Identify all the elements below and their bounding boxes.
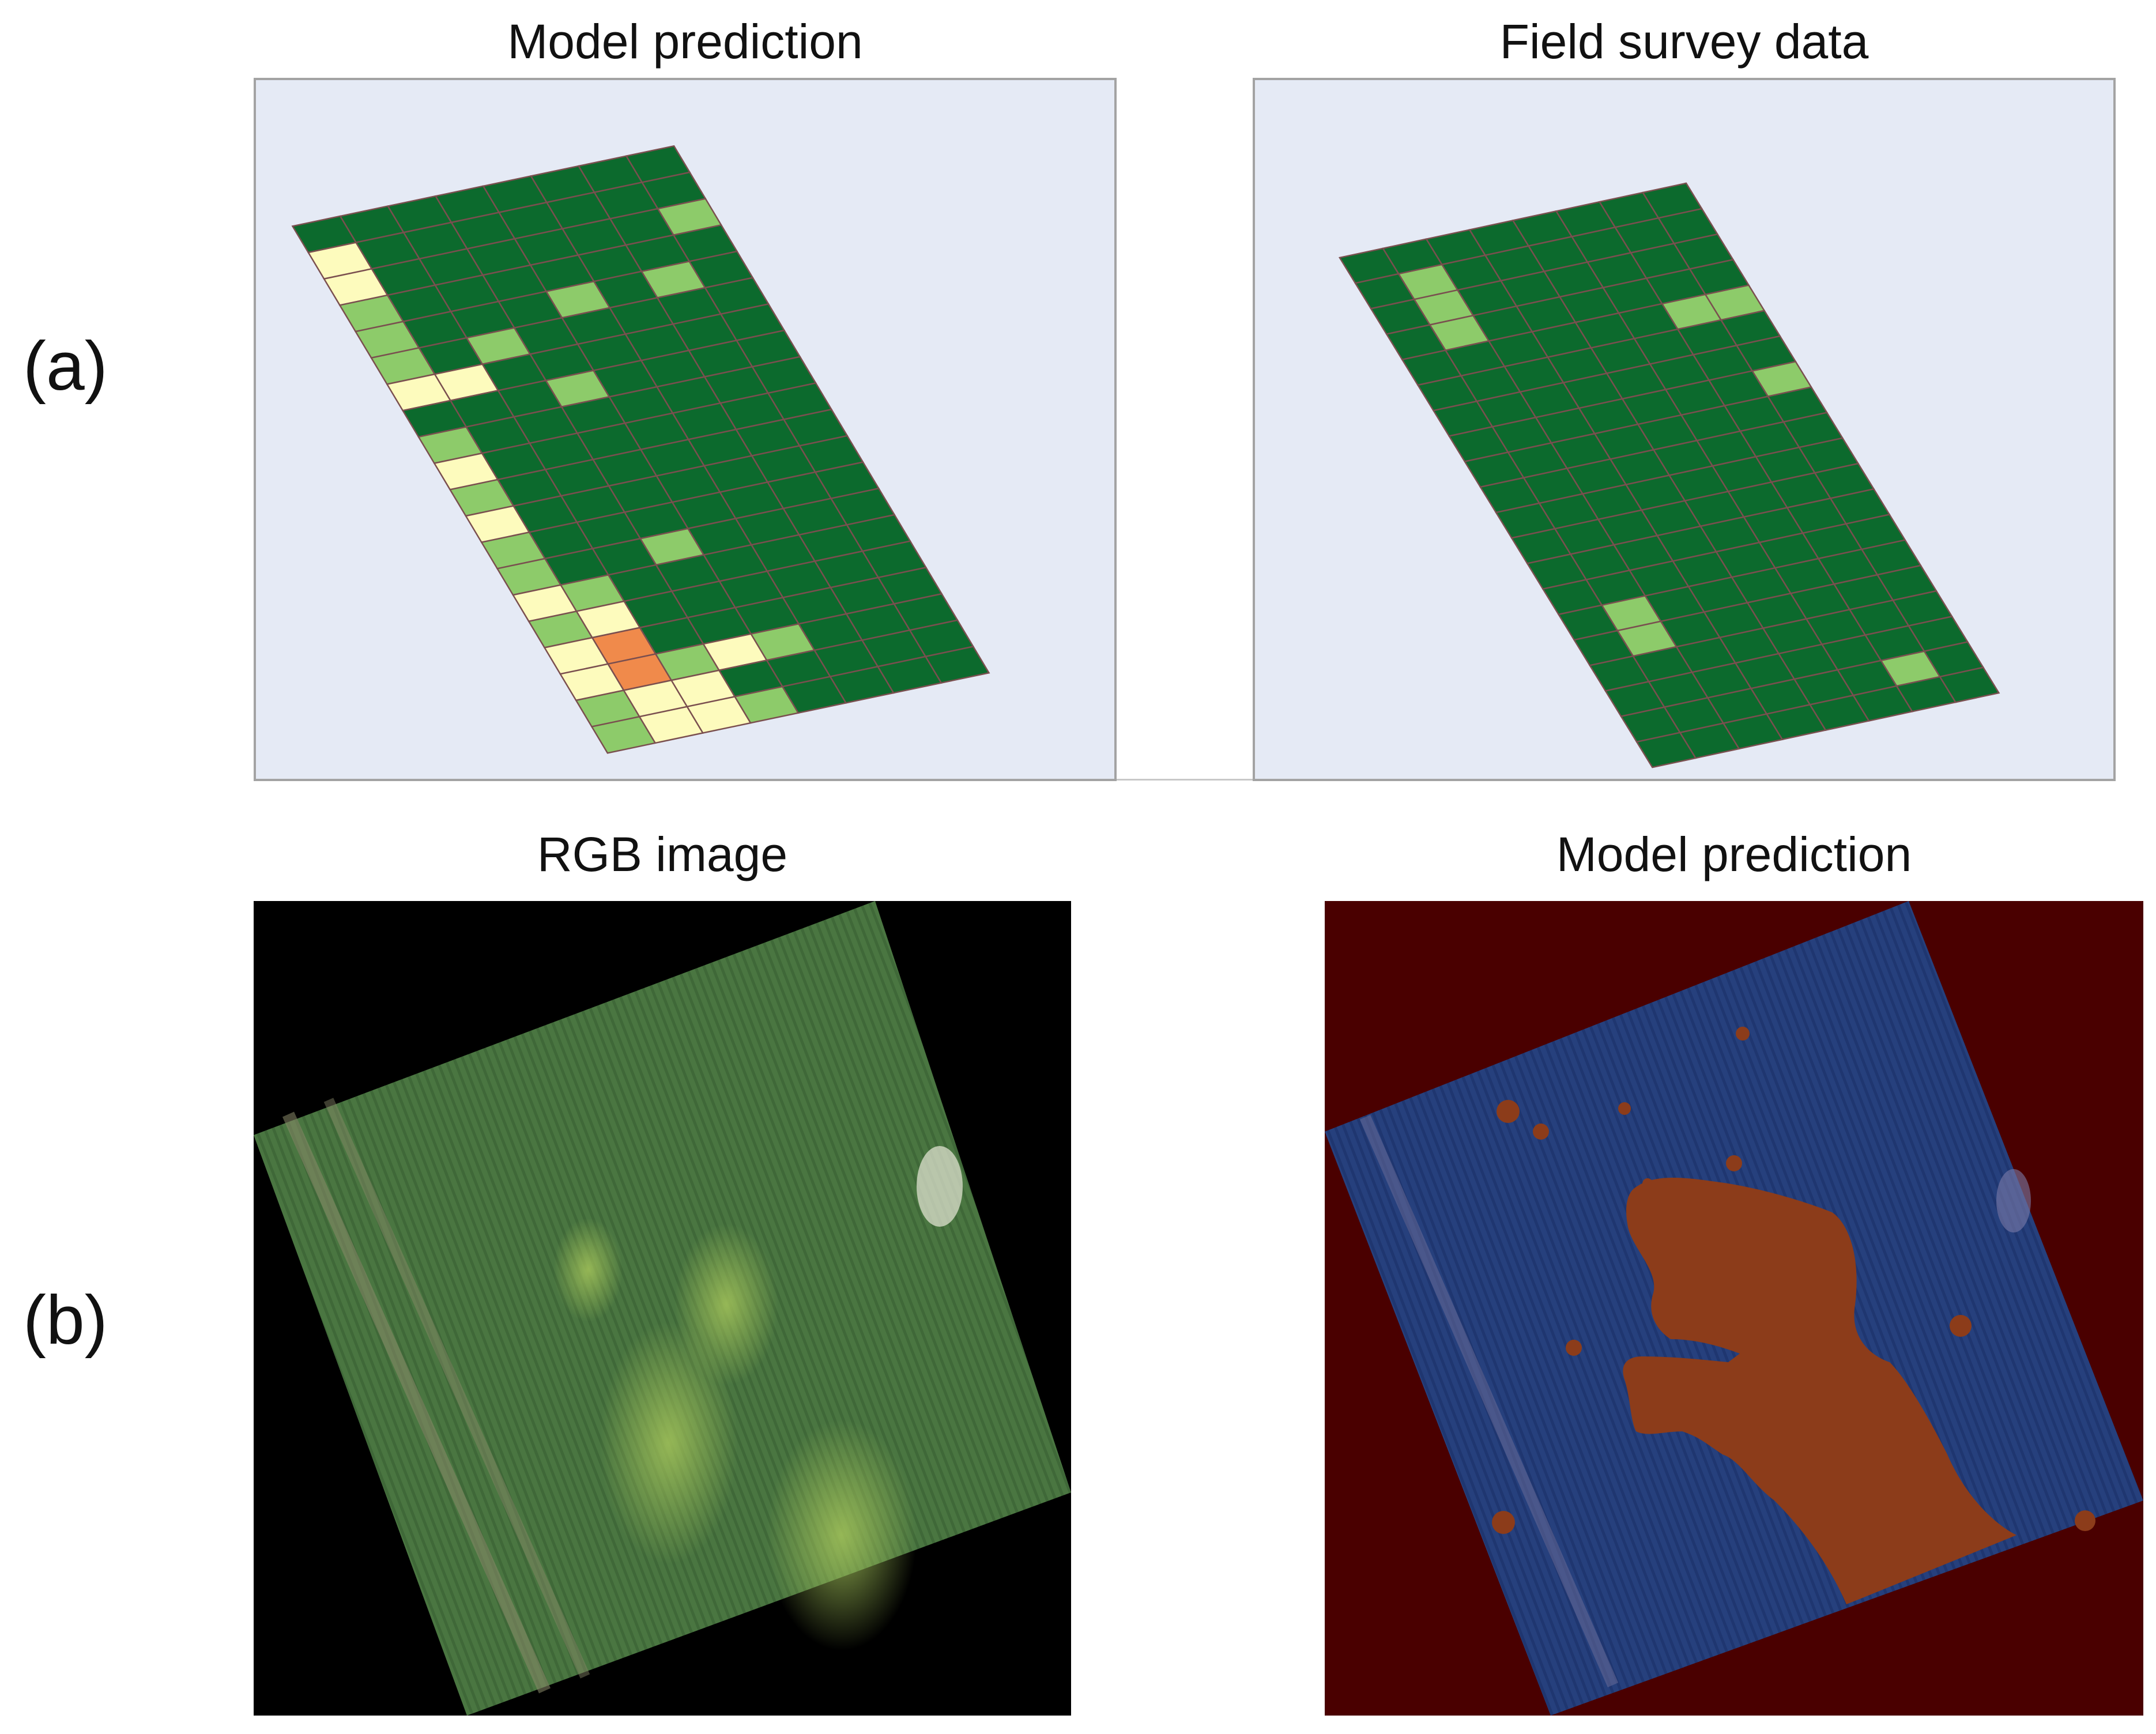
rgb-light-patch (553, 1218, 623, 1322)
panel-title-b-right: Model prediction (1556, 827, 1912, 881)
grid-cell-dark (1939, 666, 2000, 703)
row-label-a: (a) (23, 327, 108, 405)
stressed-spot (2075, 1510, 2095, 1531)
stressed-spot (1566, 1340, 1582, 1356)
segmentation-panel (1325, 901, 2143, 1716)
stressed-spot (1950, 1315, 1972, 1337)
stressed-spot (1736, 1027, 1750, 1041)
field-survey-grid-panel (1253, 78, 2116, 781)
rgb-bright-spot (917, 1146, 963, 1227)
stressed-region (1623, 1178, 2016, 1604)
stressed-spot (1642, 1178, 1653, 1189)
stressed-spot (1492, 1511, 1515, 1534)
seg-bright-spot (1996, 1169, 2031, 1232)
field-survey-grid (1338, 182, 2000, 768)
segmentation-map (1325, 901, 2143, 1716)
panel-title-a-right: Field survey data (1499, 14, 1869, 69)
rgb-light-patch (767, 1420, 917, 1650)
panel-title-b-left: RGB image (537, 827, 788, 881)
rgb-light-patch (674, 1224, 778, 1385)
rgb-light-patch (600, 1322, 738, 1564)
seg-tramline (1359, 1114, 1619, 1688)
model-prediction-grid (291, 145, 990, 754)
grid-cell-dark (924, 646, 990, 684)
row-label-b: (b) (23, 1281, 108, 1359)
stressed-spot (1726, 1155, 1742, 1171)
rgb-tramline (282, 1111, 551, 1694)
rgb-image (254, 901, 1071, 1716)
stressed-spot (1533, 1124, 1549, 1140)
rgb-tramline (323, 1098, 590, 1679)
stressed-spot (1497, 1100, 1520, 1123)
panel-divider-line (1117, 779, 1253, 781)
stressed-spot (1618, 1102, 1631, 1115)
model-prediction-grid-panel (254, 78, 1117, 781)
panel-title-a-left: Model prediction (507, 14, 863, 69)
rgb-image-panel (254, 901, 1071, 1716)
